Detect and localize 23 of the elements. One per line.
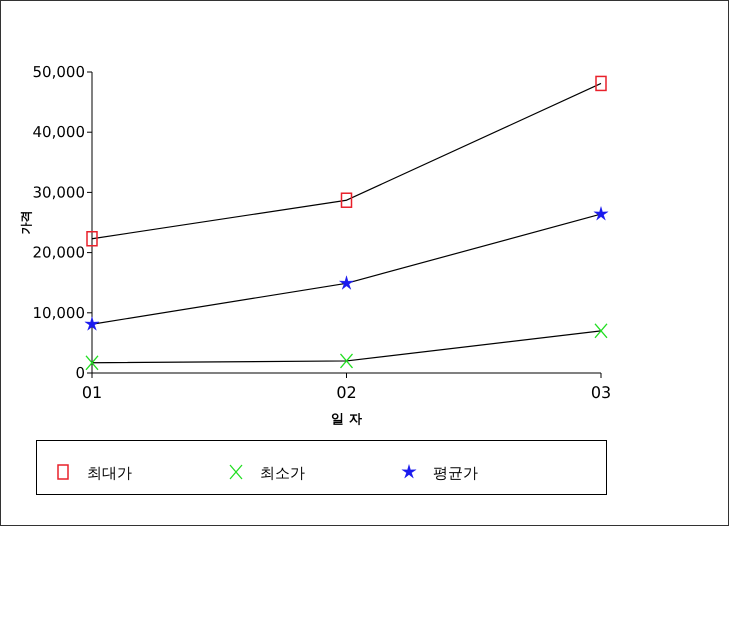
y-tick-label: 50,000 <box>32 63 85 81</box>
point <box>84 316 100 331</box>
point <box>339 276 354 290</box>
legend-label: 최대가 <box>87 464 132 482</box>
point <box>85 355 99 370</box>
point <box>594 206 608 220</box>
y-tick-label: 40,000 <box>32 123 85 142</box>
x-tick-label: 01 <box>82 383 102 402</box>
y-tick-label: 0 <box>75 364 85 382</box>
y-tick-label: 10,000 <box>32 304 85 322</box>
point <box>340 353 354 369</box>
y-tick-label: 30,000 <box>32 183 85 202</box>
legend-label: 최소가 <box>260 464 305 482</box>
point <box>595 76 607 92</box>
point <box>594 323 608 339</box>
x-tick-label: 03 <box>590 383 612 402</box>
y-tick-label: 20,000 <box>32 244 85 262</box>
point <box>340 192 352 208</box>
x-tick-label: 02 <box>336 383 357 402</box>
y-axis-title: 가격 <box>19 210 33 234</box>
x-axis-title: 일 자 <box>331 412 362 427</box>
legend-label: 평균가 <box>433 464 478 482</box>
point <box>86 231 98 247</box>
